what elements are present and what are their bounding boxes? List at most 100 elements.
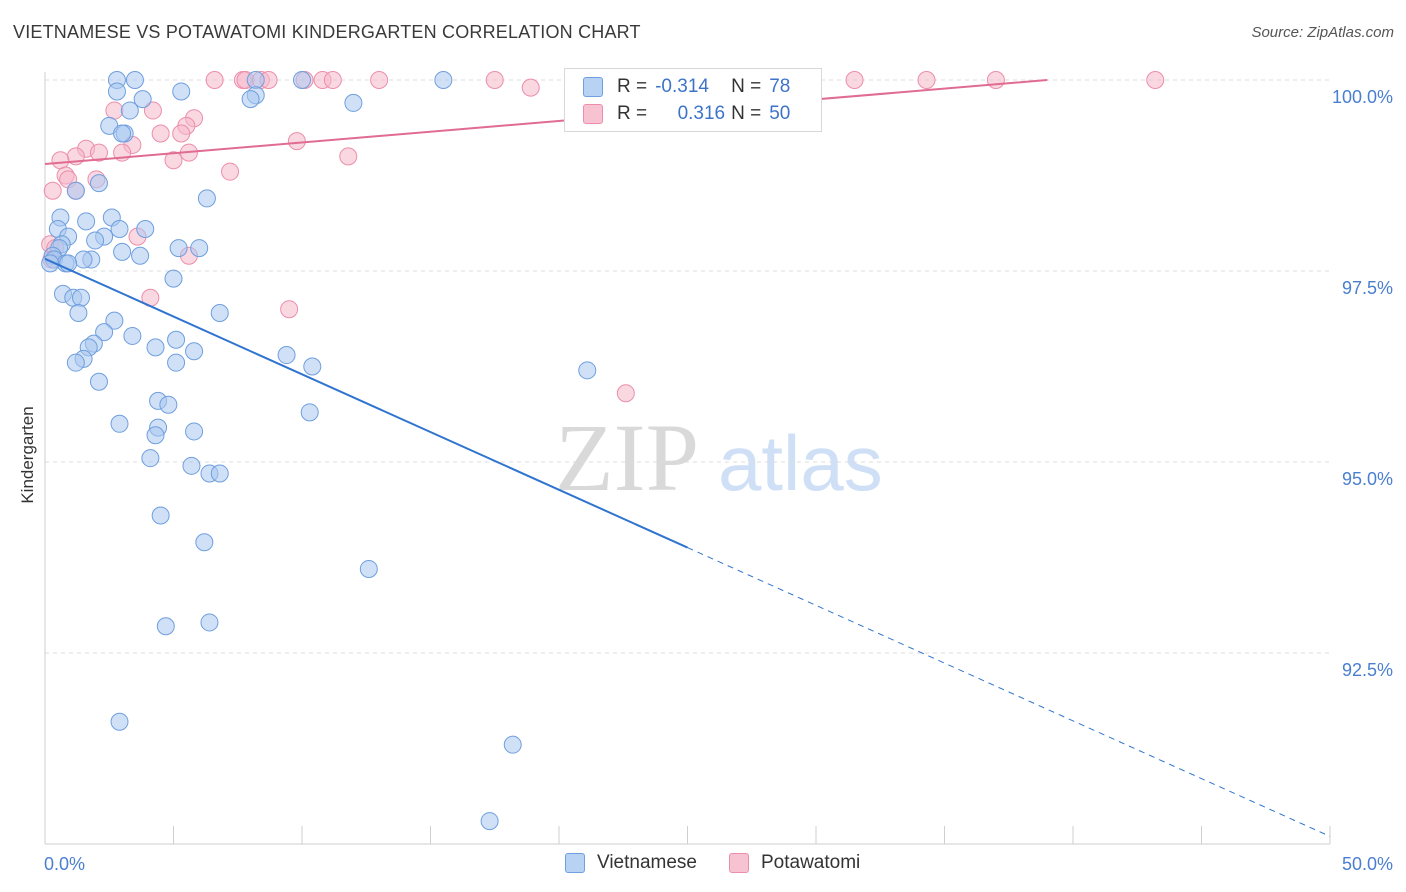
potawatomi-point xyxy=(164,151,183,170)
vietnamese-point xyxy=(172,82,191,101)
legend-item-potawatomi[interactable]: Potawatomi xyxy=(729,852,860,874)
vietnamese-point xyxy=(246,71,265,89)
vietnamese-legend-swatch xyxy=(565,853,585,873)
vietnamese-point xyxy=(89,174,108,193)
potawatomi-swatch xyxy=(583,104,603,124)
vietnamese-point xyxy=(169,239,188,258)
n-label: N = xyxy=(731,103,762,124)
trend-lines xyxy=(44,79,1331,837)
vietnamese-point xyxy=(182,456,201,475)
legend-label-vietnamese: Vietnamese xyxy=(597,852,697,873)
vietnamese-point xyxy=(71,288,90,307)
x-tick-label: 50.0% xyxy=(1342,854,1393,874)
x-tick-label: 0.0% xyxy=(44,854,85,874)
vietnamese-point xyxy=(107,82,126,101)
r-label: R = xyxy=(617,103,648,124)
potawatomi-point xyxy=(323,71,342,89)
potawatomi-trend-line xyxy=(44,79,1048,166)
vietnamese-point xyxy=(300,403,319,422)
vietnamese-point xyxy=(167,330,186,349)
potawatomi-point xyxy=(521,78,540,97)
potawatomi-point xyxy=(151,124,170,143)
vietnamese-point xyxy=(125,71,144,89)
y-tick-label: 97.5% xyxy=(1342,278,1393,298)
potawatomi-point xyxy=(43,181,62,200)
x-tick-labels: 0.0% 50.0% xyxy=(44,854,1393,874)
vietnamese-point xyxy=(480,812,499,831)
r-value-potawatomi: 0.316 xyxy=(677,103,726,124)
potawatomi-point xyxy=(370,71,389,89)
vietnamese-point xyxy=(110,712,129,731)
potawatomi-point xyxy=(1146,71,1165,89)
vietnamese-point xyxy=(89,372,108,391)
potawatomi-point xyxy=(205,71,224,89)
vietnamese-point xyxy=(303,357,322,376)
vietnamese-swatch xyxy=(583,77,603,97)
vietnamese-point xyxy=(434,71,453,89)
series-legend: Vietnamese Potawatomi xyxy=(565,852,892,874)
vietnamese-point xyxy=(359,559,378,578)
potawatomi-point xyxy=(105,101,124,120)
vietnamese-point xyxy=(77,212,96,231)
watermark: ZIP atlas xyxy=(555,404,883,511)
stats-row-vietnamese: R = -0.314 N = 78 xyxy=(583,75,790,99)
potawatomi-point xyxy=(287,132,306,151)
y-tick-label: 100.0% xyxy=(1332,87,1393,107)
series-vietnamese-points xyxy=(41,71,597,831)
potawatomi-point xyxy=(172,124,191,143)
vietnamese-point xyxy=(156,617,175,636)
vietnamese-point xyxy=(210,304,229,323)
stats-legend: R = -0.314 N = 78 R = 0.316 N = 50 xyxy=(564,68,822,132)
vietnamese-point xyxy=(105,311,124,330)
vietnamese-point xyxy=(578,361,597,380)
vietnamese-point xyxy=(190,239,209,258)
vietnamese-point xyxy=(241,90,260,109)
vietnamese-point xyxy=(293,71,311,89)
potawatomi-point xyxy=(339,147,358,166)
n-value-vietnamese: 78 xyxy=(769,76,791,97)
watermark-zip: ZIP xyxy=(555,404,699,511)
vietnamese-point xyxy=(159,395,178,414)
vietnamese-point xyxy=(110,414,129,433)
vietnamese-point xyxy=(120,101,139,120)
potawatomi-legend-swatch xyxy=(729,853,749,873)
potawatomi-point xyxy=(89,143,108,162)
legend-label-potawatomi: Potawatomi xyxy=(761,852,861,873)
potawatomi-point xyxy=(845,71,864,89)
chart-title: VIETNAMESE VS POTAWATOMI KINDERGARTEN CO… xyxy=(13,22,641,42)
vietnamese-point xyxy=(66,181,85,200)
potawatomi-point xyxy=(616,384,635,403)
vietnamese-point xyxy=(110,219,129,238)
r-label: R = xyxy=(617,76,648,97)
legend-item-vietnamese[interactable]: Vietnamese xyxy=(565,852,697,874)
vietnamese-point xyxy=(95,323,114,342)
n-label: N = xyxy=(731,76,762,97)
vietnamese-trend-line xyxy=(44,257,688,549)
y-tick-label: 95.0% xyxy=(1342,469,1393,489)
vietnamese-point xyxy=(164,269,183,288)
vietnamese-point xyxy=(86,231,105,250)
vietnamese-point xyxy=(185,422,204,441)
y-tick-labels: 100.0% 97.5% 95.0% 92.5% xyxy=(1332,87,1393,680)
potawatomi-point xyxy=(221,162,240,181)
vietnamese-trend-extension xyxy=(687,547,1331,837)
y-tick-label: 92.5% xyxy=(1342,660,1393,680)
vietnamese-point xyxy=(146,426,165,445)
vietnamese-point xyxy=(74,250,93,269)
vietnamese-point xyxy=(151,506,170,525)
axes xyxy=(44,72,1331,845)
potawatomi-point xyxy=(280,300,299,319)
vietnamese-point xyxy=(66,353,85,372)
gridlines xyxy=(45,79,1330,654)
vietnamese-point xyxy=(141,449,160,468)
stats-row-potawatomi: R = 0.316 N = 50 xyxy=(583,102,790,126)
vietnamese-point xyxy=(133,90,152,109)
vietnamese-point xyxy=(185,342,204,361)
potawatomi-point xyxy=(51,151,70,170)
potawatomi-point xyxy=(485,71,504,89)
vietnamese-point xyxy=(344,93,363,112)
vietnamese-point xyxy=(167,353,186,372)
vietnamese-point xyxy=(113,124,132,143)
vietnamese-point xyxy=(69,304,88,323)
